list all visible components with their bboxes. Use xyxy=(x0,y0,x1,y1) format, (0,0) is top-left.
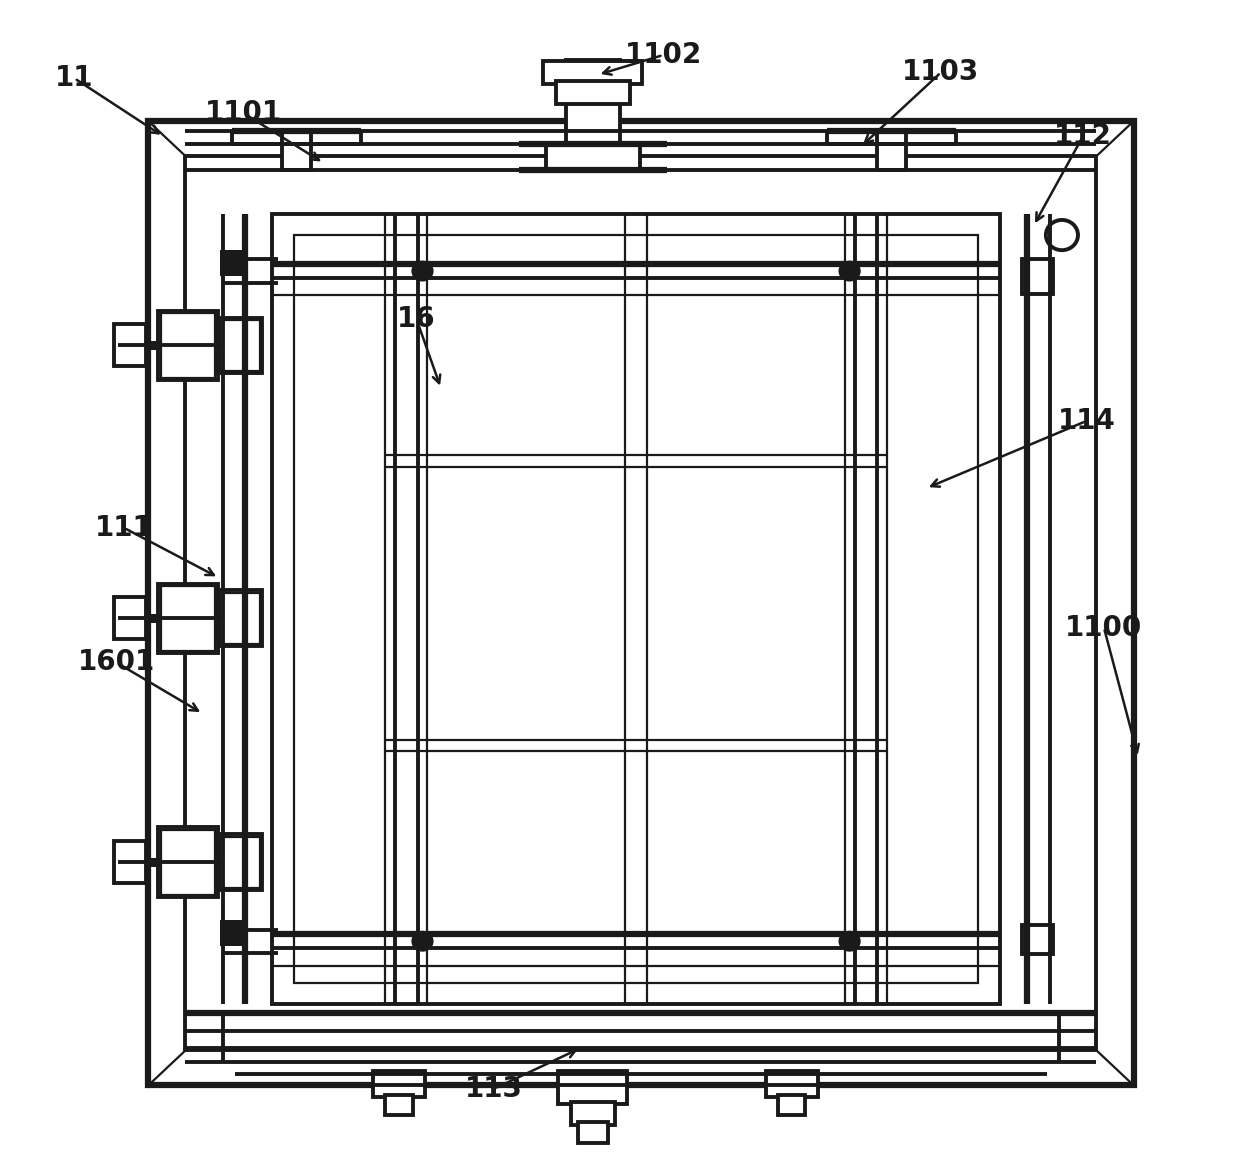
Bar xyxy=(272,215,1001,1004)
Bar xyxy=(877,131,906,170)
Bar xyxy=(149,858,161,867)
Text: 113: 113 xyxy=(465,1075,523,1103)
Bar xyxy=(114,598,146,640)
Bar xyxy=(570,1102,615,1125)
Circle shape xyxy=(412,260,434,281)
Bar xyxy=(159,310,217,380)
Bar xyxy=(149,614,161,623)
Bar xyxy=(219,250,247,275)
Bar xyxy=(114,324,146,366)
Bar xyxy=(373,1071,425,1097)
Text: 111: 111 xyxy=(95,513,153,541)
Bar xyxy=(281,131,311,170)
Bar xyxy=(556,81,630,104)
Text: 112: 112 xyxy=(1054,123,1112,151)
Text: 1100: 1100 xyxy=(1065,614,1142,642)
Bar xyxy=(217,834,262,890)
Circle shape xyxy=(838,931,861,951)
Bar xyxy=(565,60,620,170)
Bar xyxy=(294,235,978,983)
Bar xyxy=(1023,925,1053,953)
Bar xyxy=(558,1071,627,1104)
Bar xyxy=(159,584,217,654)
Text: 16: 16 xyxy=(397,305,435,333)
Bar xyxy=(219,593,259,644)
Bar xyxy=(578,1123,608,1144)
Bar xyxy=(217,591,262,647)
Bar xyxy=(114,841,146,883)
Bar xyxy=(777,1095,805,1116)
Bar xyxy=(149,341,161,350)
Bar xyxy=(765,1071,817,1097)
Circle shape xyxy=(412,931,434,951)
Bar xyxy=(1023,259,1053,294)
Bar xyxy=(186,156,1096,1050)
Circle shape xyxy=(838,260,861,281)
Bar xyxy=(386,1095,413,1116)
Text: 1102: 1102 xyxy=(625,41,702,69)
Text: 1101: 1101 xyxy=(205,99,281,127)
Bar xyxy=(219,320,259,371)
Text: 1601: 1601 xyxy=(78,649,155,677)
Bar xyxy=(219,921,247,946)
Bar xyxy=(161,830,215,895)
Text: 114: 114 xyxy=(1058,407,1116,435)
Bar xyxy=(159,827,217,897)
Bar xyxy=(546,145,640,170)
Bar xyxy=(543,61,642,84)
Text: 1103: 1103 xyxy=(903,58,980,86)
Bar xyxy=(149,121,1133,1085)
Bar xyxy=(219,837,259,888)
Bar xyxy=(161,586,215,651)
Bar xyxy=(161,313,215,378)
Text: 11: 11 xyxy=(55,64,94,92)
Bar xyxy=(217,317,262,373)
